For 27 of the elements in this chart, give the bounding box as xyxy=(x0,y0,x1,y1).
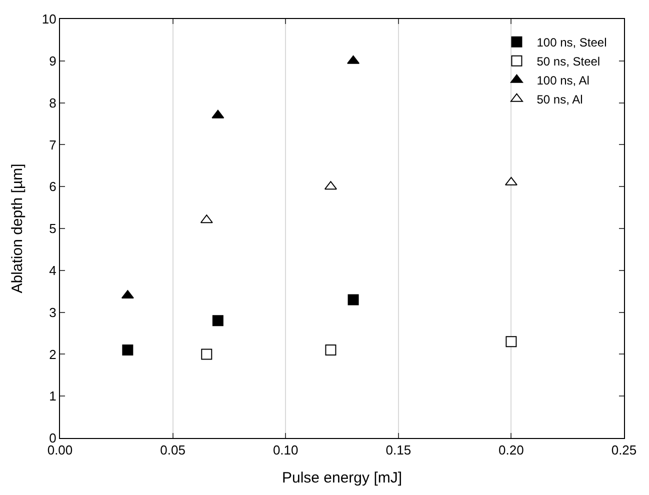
x-tick-label: 0.05 xyxy=(160,442,186,458)
y-tick-label: 1 xyxy=(49,388,56,404)
y-tick-label: 7 xyxy=(49,137,56,152)
y-axis-title: Ablation depth [µm] xyxy=(9,164,26,294)
point xyxy=(201,348,212,360)
legend-label: 100 ns, Al xyxy=(536,74,590,88)
x-tick-label: 0.20 xyxy=(498,442,524,458)
y-tick-label: 8 xyxy=(49,95,56,110)
point xyxy=(348,294,359,306)
x-axis-title: Pulse energy [mJ] xyxy=(282,470,402,487)
y-tick-label: 2 xyxy=(49,346,56,362)
y-tick-label: 3 xyxy=(49,304,56,320)
y-tick-label: 9 xyxy=(49,53,56,68)
y-tick-label: 4 xyxy=(49,262,56,278)
y-tick-label: 10 xyxy=(42,12,56,27)
point xyxy=(212,315,224,326)
x-tick-label: 0.10 xyxy=(272,442,298,458)
x-tick-label: 0.25 xyxy=(611,442,637,458)
legend-label: 100 ns, Steel xyxy=(536,36,607,50)
point xyxy=(325,344,336,356)
point xyxy=(122,344,134,356)
y-tick-label: 6 xyxy=(49,179,56,194)
legend-label: 50 ns, Steel xyxy=(536,54,600,69)
point xyxy=(506,336,517,348)
legend-label: 50 ns, Al xyxy=(536,92,583,107)
x-tick-label: 0.15 xyxy=(386,442,412,458)
y-tick-label: 5 xyxy=(49,221,56,236)
